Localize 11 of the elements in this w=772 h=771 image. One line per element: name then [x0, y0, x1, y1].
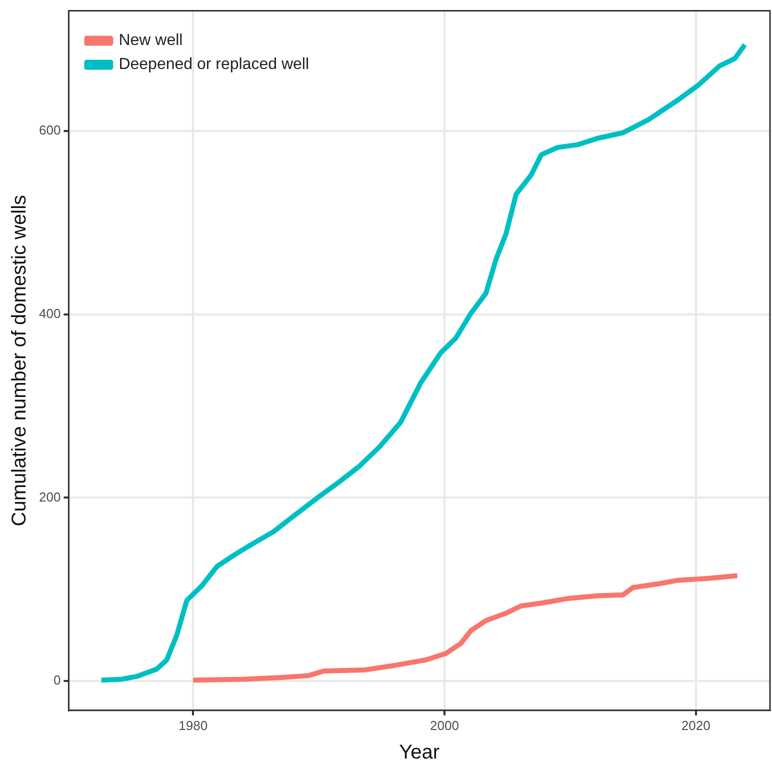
x-axis-title: Year: [399, 742, 440, 764]
y-tick-label: 0: [53, 672, 61, 688]
y-tick-label: 600: [38, 122, 61, 138]
y-tick-label: 400: [38, 306, 61, 321]
x-tick-label: 1980: [178, 718, 208, 733]
legend-label: Deepened or replaced well: [118, 56, 310, 74]
x-tick-label: 2020: [681, 718, 710, 733]
y-axis-title: Cumulative number of domestic wells: [8, 194, 31, 526]
legend-label: New well: [118, 32, 183, 50]
y-tick-label: 200: [38, 489, 61, 504]
x-tick-label: 2000: [430, 718, 459, 733]
